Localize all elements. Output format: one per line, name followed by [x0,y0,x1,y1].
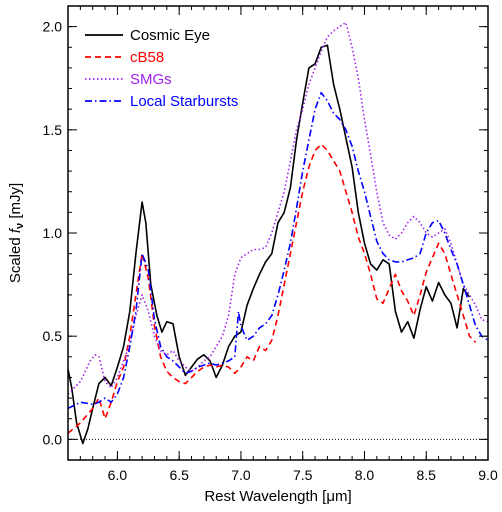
x-tick-label: 6.0 [108,467,128,483]
legend: Cosmic Eye cB58 SMGs Local Starbursts [85,27,238,110]
series-line-0 [68,44,471,445]
x-tick-label: 8.5 [417,467,437,483]
plot-frame [67,5,489,461]
series-line-2 [68,21,488,395]
y-tick-label: 1.0 [43,225,63,241]
legend-label-2: SMGs [130,71,172,88]
x-axis-label: Rest Wavelength [μm] [204,488,351,505]
legend-label-0: Cosmic Eye [130,27,210,44]
y-tick-label: 1.5 [43,122,63,138]
ticks-layer: 6.0 6.5 7.0 7.5 8.0 8.5 9.0 0.0 0.5 1.0 1.5 2.0 [43,5,498,483]
y-tick-label: 0.5 [43,328,63,344]
series-line-3 [68,91,488,410]
y-tick-label: 0.0 [43,431,63,447]
legend-label-3: Local Starbursts [130,93,238,110]
series-line-1 [68,143,477,434]
x-tick-label: 7.0 [231,467,251,483]
legend-label-1: cB58 [130,49,164,66]
x-tick-label: 9.0 [478,467,498,483]
x-tick-label: 6.5 [169,467,189,483]
y-axis-label: Scaled fν [mJy] [7,183,26,283]
x-tick-label: 8.0 [355,467,375,483]
series-layer [68,21,488,445]
y-tick-label: 2.0 [43,19,63,35]
x-tick-label: 7.5 [293,467,313,483]
